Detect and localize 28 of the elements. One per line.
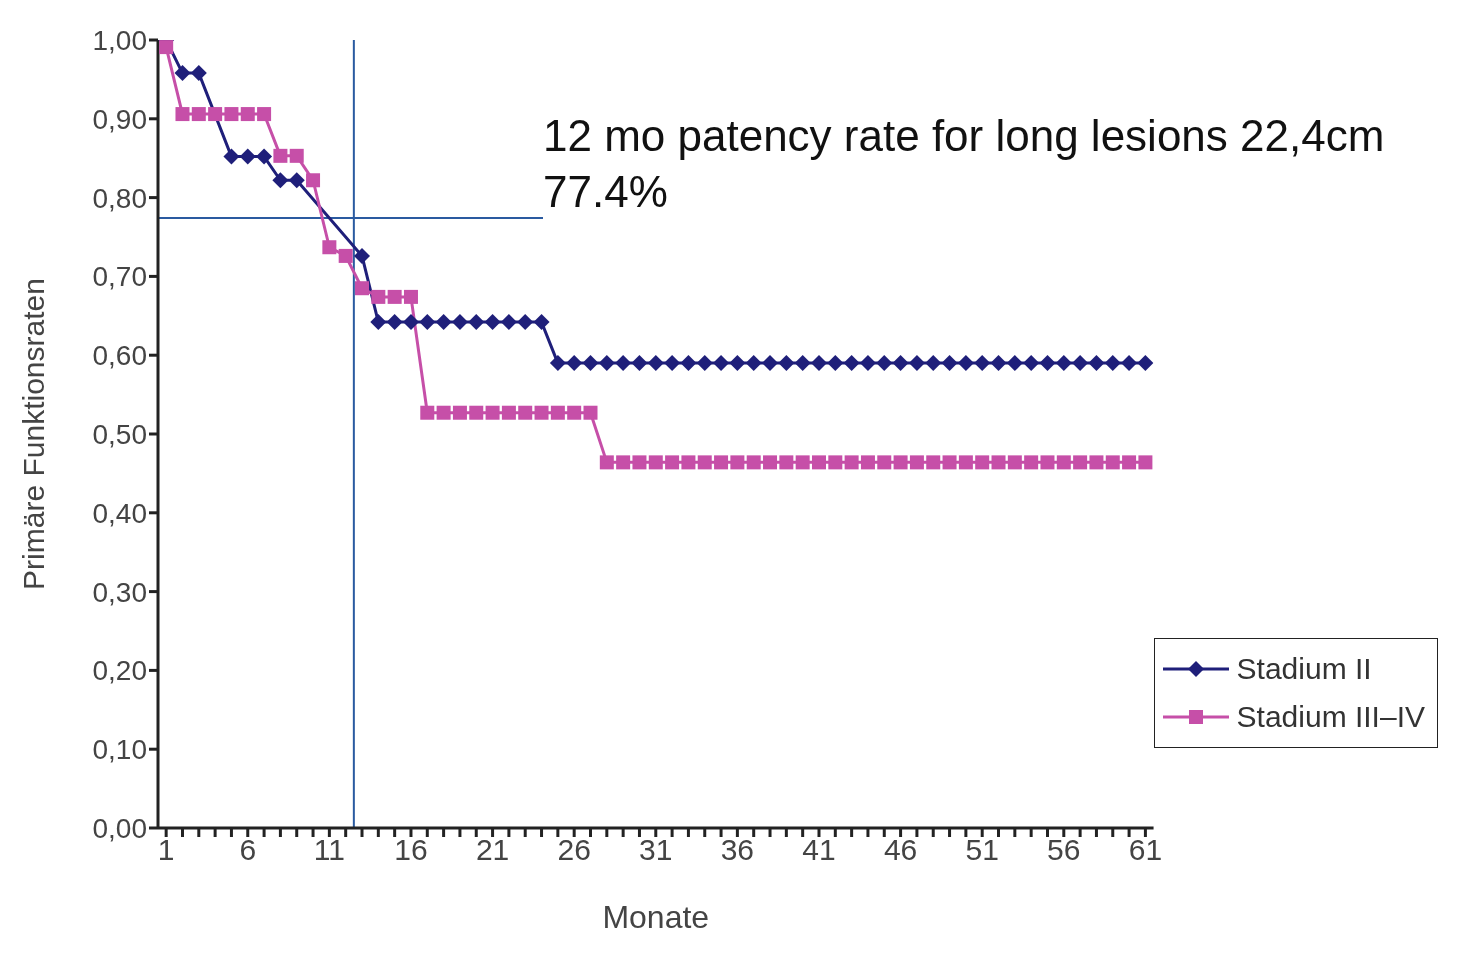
x-tick-label: 11 [313,833,345,867]
y-tick-label: 0,80 [92,182,147,214]
x-tick-label: 46 [883,833,918,867]
x-tick-label: 41 [802,833,836,867]
x-axis-title: Monate [602,899,710,935]
x-tick-label: 16 [394,833,428,867]
x-tick-label: 51 [965,833,999,867]
x-tick-label: 31 [639,833,673,867]
y-tick-label: 0,20 [92,655,147,687]
y-tick-label: 1,00 [92,24,147,56]
y-tick-label: 0,90 [92,103,147,135]
y-tick-label: 0,50 [92,418,147,450]
x-tick-label: 36 [720,833,755,867]
y-tick-label: 0,30 [92,576,147,608]
y-tick-label: 0,10 [92,734,147,766]
x-tick-label: 61 [1128,833,1163,867]
y-tick-label: 0,60 [92,340,147,372]
x-tick-label: 21 [475,833,510,867]
x-tick-label: 56 [1047,833,1081,867]
legend-label: Stadium II [1236,652,1372,686]
x-tick-label: 1 [157,833,175,867]
y-axis-title: Primäre Funktionsraten [16,278,50,590]
x-tick-label: 6 [239,833,257,867]
legend-label: Stadium III–IV [1236,700,1425,734]
y-tick-label: 0,40 [92,497,147,529]
y-tick-label: 0,70 [92,261,147,293]
x-tick-label: 26 [557,833,591,867]
y-tick-label: 0,00 [92,812,147,844]
